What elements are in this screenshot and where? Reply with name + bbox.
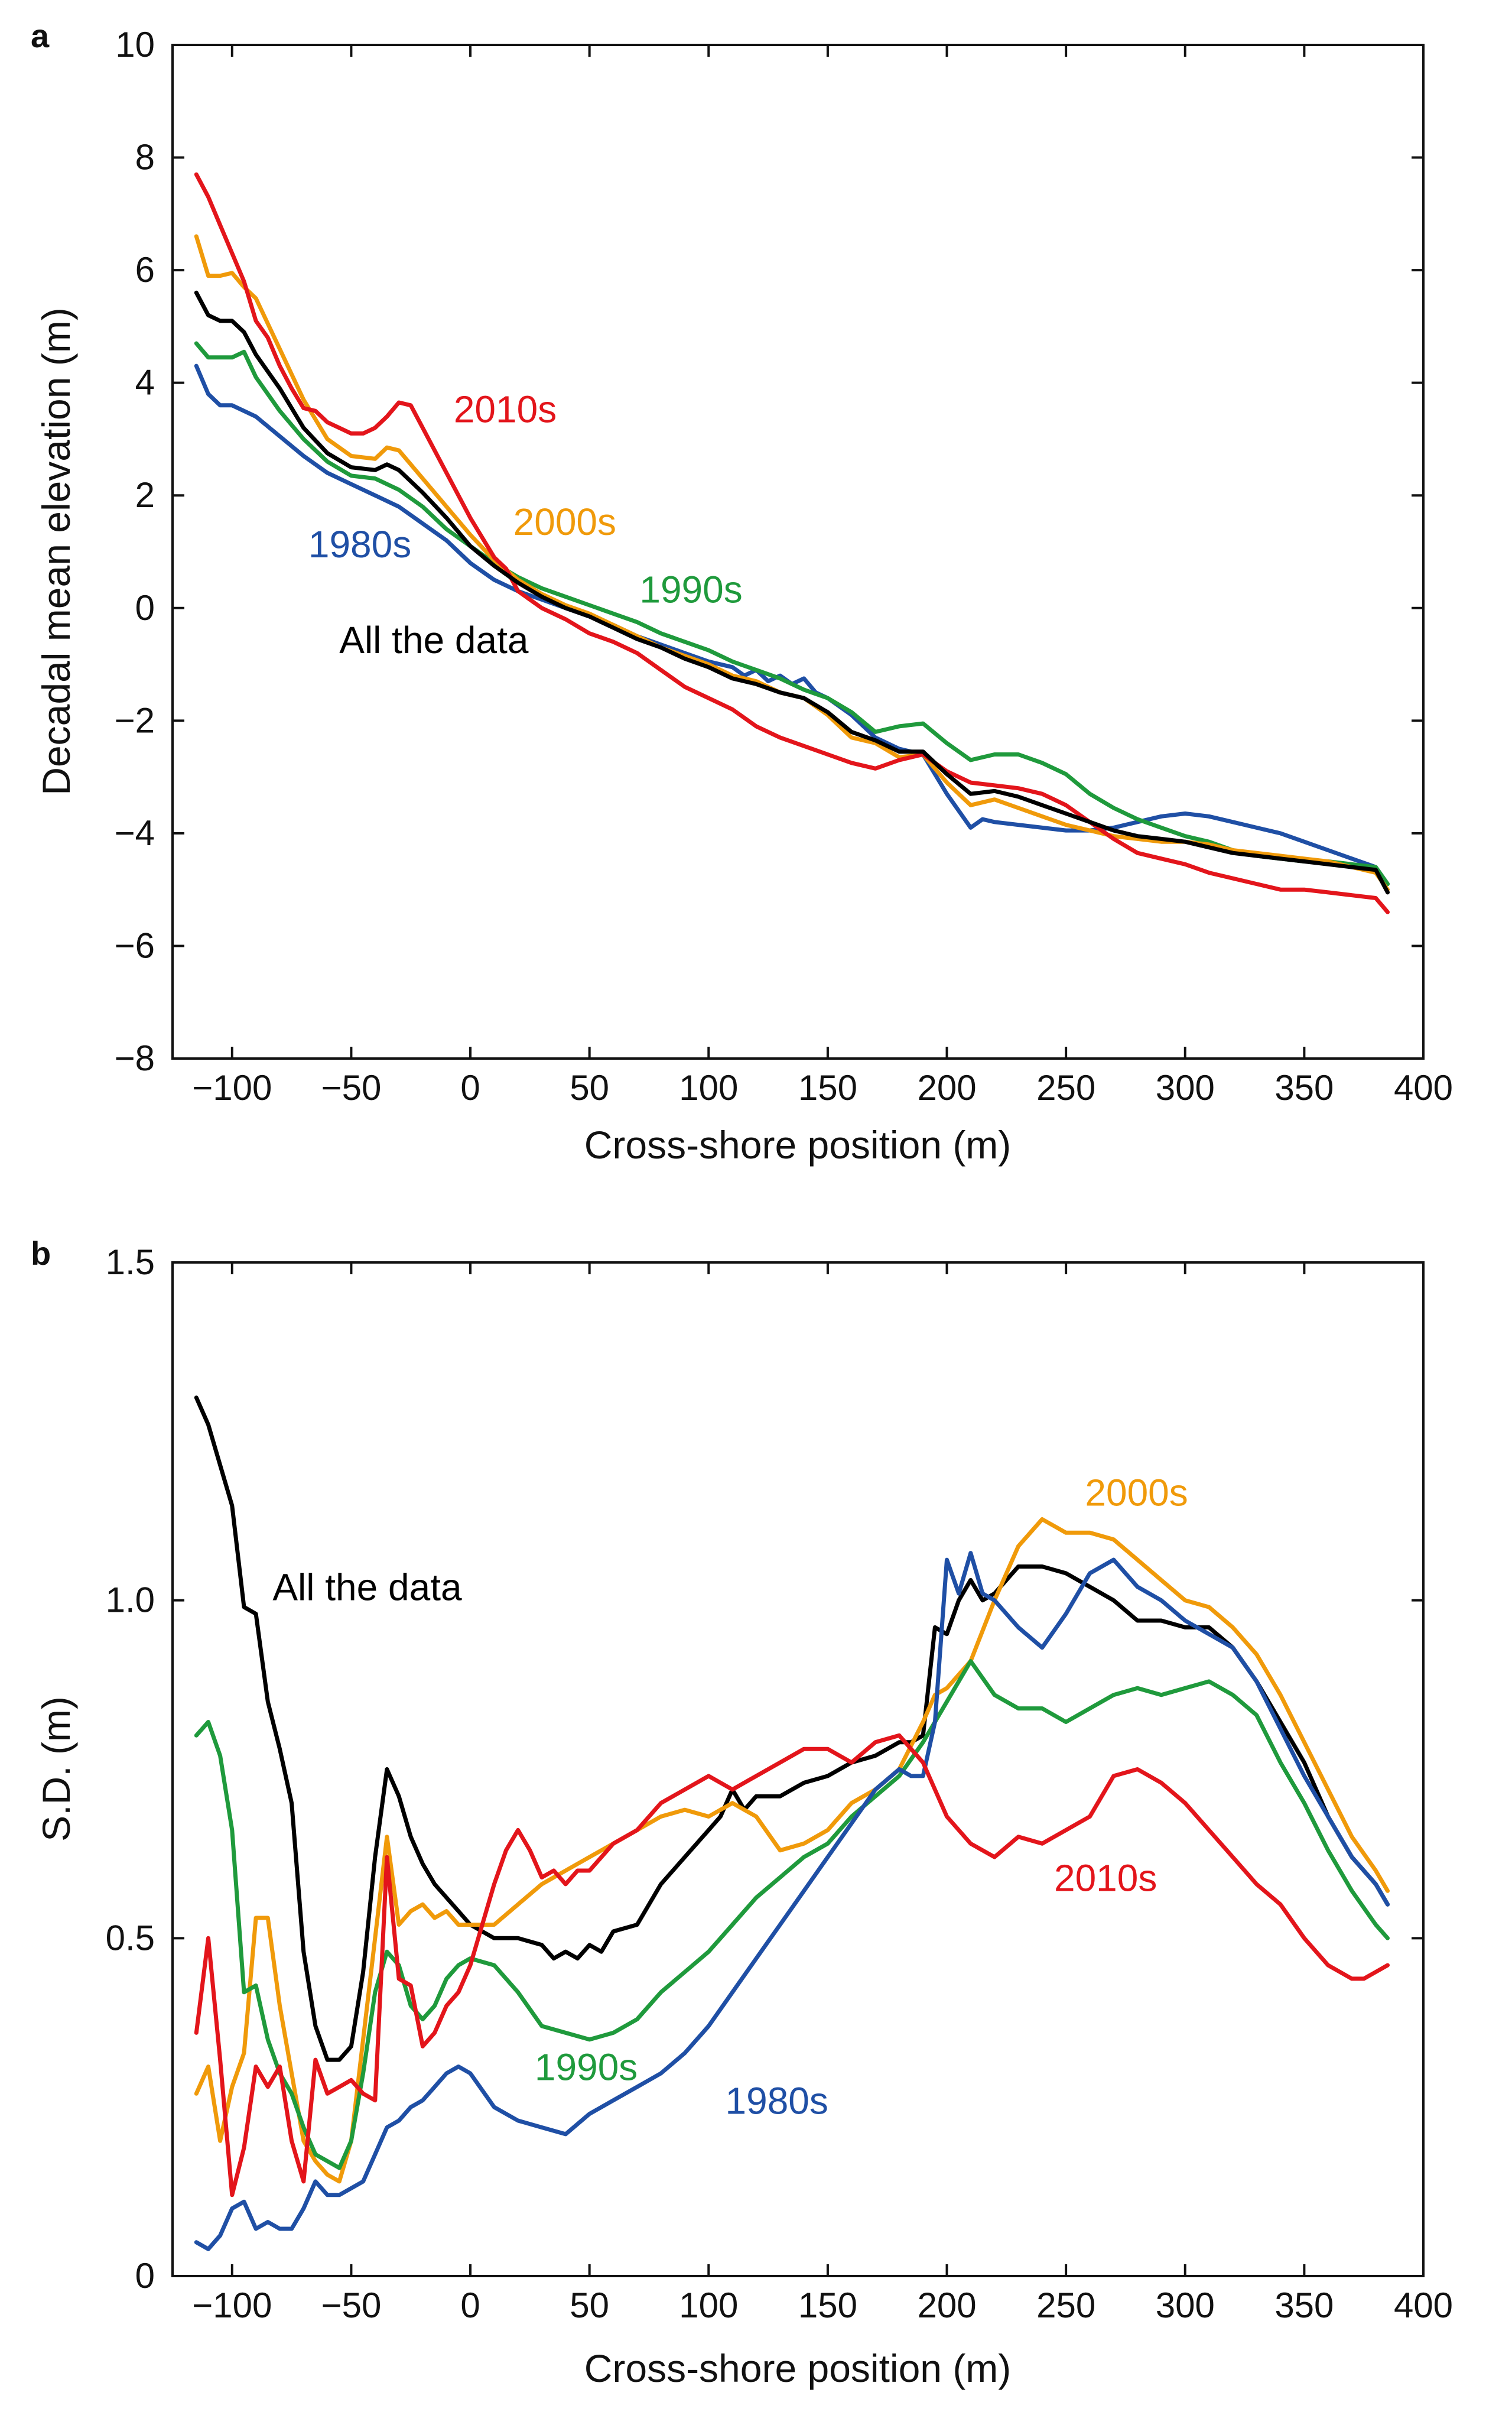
panel-a-y-axis-label: Decadal mean elevation (m) bbox=[34, 307, 78, 795]
panel-b-x-tick-label: 300 bbox=[1156, 2286, 1215, 2325]
panel-b-series-all-the-data-line bbox=[194, 1395, 1390, 2062]
panel-a-series-1980s-line bbox=[194, 363, 1390, 887]
panel-a-x-tick-label: 350 bbox=[1274, 1068, 1334, 1108]
panel-b-standard-deviation-chart: b −100 −50 0 50 100 150 200 250 300 350 400 0 0.5 1.… bbox=[31, 1235, 1453, 2390]
panel-a-x-tick-label: 300 bbox=[1156, 1068, 1215, 1108]
panel-b-x-tick-label: −100 bbox=[192, 2286, 272, 2325]
panel-a-y-tick-label: −2 bbox=[115, 700, 155, 740]
panel-b-series-2000s-line bbox=[194, 1517, 1390, 2184]
panel-b-x-tick-label: 350 bbox=[1274, 2286, 1334, 2325]
panel-a-label-1990s: 1990s bbox=[639, 568, 742, 611]
panel-a-y-ticks: −8 −6 −4 −2 0 2 4 6 8 10 bbox=[115, 25, 1423, 1078]
panel-b-label-2010s: 2010s bbox=[1054, 1856, 1157, 1899]
panel-a-y-tick-label: 0 bbox=[135, 588, 155, 628]
panel-b-y-axis-label: S.D. (m) bbox=[34, 1696, 78, 1842]
panel-b-x-tick-label: 400 bbox=[1394, 2286, 1453, 2325]
panel-a-x-tick-label: 400 bbox=[1394, 1068, 1453, 1108]
panel-a-label-2000s: 2000s bbox=[513, 501, 616, 543]
panel-a-x-tick-label: 50 bbox=[570, 1068, 609, 1108]
panel-b-x-axis-label: Cross-shore position (m) bbox=[584, 2346, 1012, 2390]
panel-b-y-tick-label: 1.0 bbox=[106, 1580, 155, 1620]
panel-a-elevation-chart: a −100 −50 0 50 100 150 200 250 300 350 400 −8−6−4… bbox=[31, 17, 1453, 1167]
panel-b-x-tick-label: 250 bbox=[1036, 2286, 1095, 2325]
panel-b-x-ticks: −100 −50 0 50 100 150 200 250 300 350 400 bbox=[192, 1262, 1453, 2325]
panel-b-x-tick-label: 100 bbox=[679, 2286, 738, 2325]
panel-a-series-2010s-line bbox=[194, 172, 1390, 914]
panel-b-y-ticks: 0 0.5 1.0 1.5 bbox=[106, 1242, 1423, 2296]
panel-a-y-tick-label: 2 bbox=[135, 475, 155, 515]
panel-a-y-tick-label: 4 bbox=[135, 363, 155, 402]
panel-b-series-1980s-line bbox=[194, 1551, 1390, 2251]
panel-a-y-tick-label: −4 bbox=[115, 813, 155, 853]
panel-b-series-1990s-line bbox=[194, 1659, 1390, 2170]
panel-b-label-all-the-data: All the data bbox=[272, 1566, 462, 1609]
panel-a-x-tick-label: 200 bbox=[917, 1068, 976, 1108]
panel-a-x-tick-label: 0 bbox=[460, 1068, 480, 1108]
panel-a-label-all-the-data: All the data bbox=[339, 619, 529, 661]
panel-a-annotations: 2010s 2000s 1980s 1990s All the data bbox=[308, 388, 743, 661]
panel-a-label-1980s: 1980s bbox=[308, 523, 411, 566]
panel-b-label-1980s: 1980s bbox=[726, 2080, 828, 2122]
panel-a-letter: a bbox=[31, 17, 50, 54]
panel-b-x-tick-label: 200 bbox=[917, 2286, 976, 2325]
panel-b-label-1990s: 1990s bbox=[535, 2046, 638, 2088]
panel-a-series bbox=[194, 172, 1390, 914]
panel-b-letter: b bbox=[31, 1235, 51, 1272]
panel-b-y-tick-label: 0 bbox=[135, 2256, 155, 2296]
panel-b-x-tick-label: 50 bbox=[570, 2286, 609, 2325]
panel-b-x-tick-label: 150 bbox=[798, 2286, 857, 2325]
panel-a-label-2010s: 2010s bbox=[454, 388, 557, 430]
panel-a-x-axis-label: Cross-shore position (m) bbox=[584, 1123, 1012, 1167]
panel-b-x-tick-label: −50 bbox=[321, 2286, 382, 2325]
panel-a-x-tick-label: 100 bbox=[679, 1068, 738, 1108]
panel-a-plot-frame bbox=[171, 44, 1425, 1060]
panel-a-y-tick-label: 8 bbox=[135, 138, 155, 177]
panel-a-series-1990s-line bbox=[194, 341, 1390, 887]
panel-a-x-ticks: −100 −50 0 50 100 150 200 250 300 350 400 bbox=[192, 45, 1453, 1108]
panel-b-x-tick-label: 0 bbox=[460, 2286, 480, 2325]
panel-a-x-tick-label: 150 bbox=[798, 1068, 857, 1108]
panel-b-label-2000s: 2000s bbox=[1085, 1472, 1188, 1514]
panel-b-series bbox=[194, 1395, 1390, 2251]
panel-a-x-tick-label: −50 bbox=[321, 1068, 382, 1108]
panel-b-annotations: All the data 2000s 2010s 1990s 1980s bbox=[272, 1472, 1188, 2122]
panel-a-y-tick-label: 10 bbox=[115, 25, 155, 64]
panel-b-y-tick-label: 0.5 bbox=[106, 1918, 155, 1957]
panel-a-series-all-the-data-line bbox=[194, 290, 1390, 895]
panel-a-y-tick-label: −6 bbox=[115, 926, 155, 965]
panel-b-series-2010s-line bbox=[194, 1733, 1390, 2197]
panel-b-y-tick-label: 1.5 bbox=[106, 1242, 155, 1282]
panel-a-y-tick-label: 6 bbox=[135, 250, 155, 290]
panel-b-plot-frame bbox=[171, 1261, 1425, 2277]
panel-a-x-tick-label: 250 bbox=[1036, 1068, 1095, 1108]
panel-a-y-tick-label: −8 bbox=[115, 1038, 155, 1078]
panel-a-x-tick-label: −100 bbox=[192, 1068, 272, 1108]
